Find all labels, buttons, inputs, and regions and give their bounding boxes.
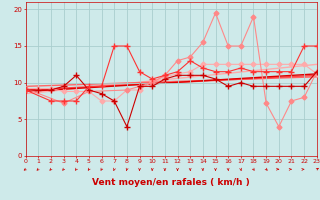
X-axis label: Vent moyen/en rafales ( km/h ): Vent moyen/en rafales ( km/h ) bbox=[92, 178, 250, 187]
